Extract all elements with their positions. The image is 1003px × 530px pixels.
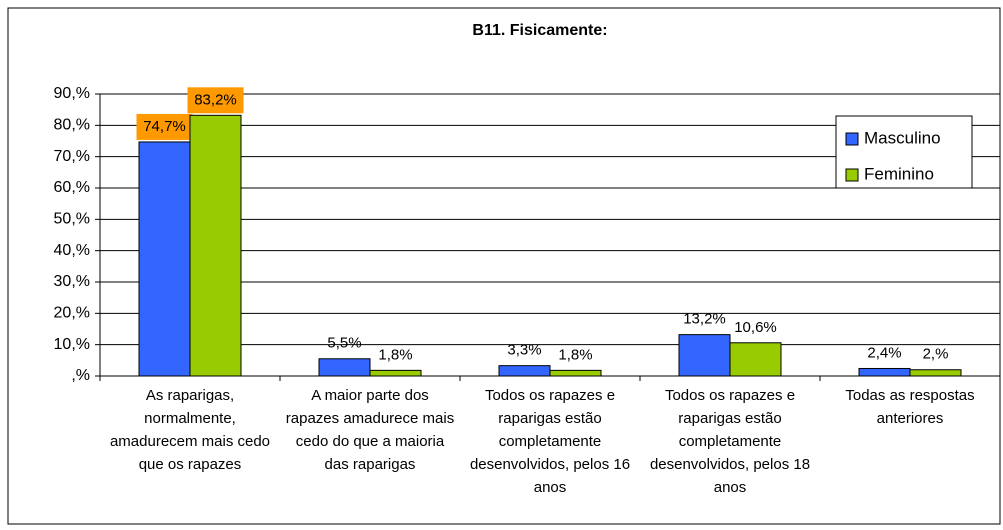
y-tick-label: 20,% — [54, 305, 90, 322]
x-tick-label: Todos os rapazes e raparigas estão compl… — [469, 387, 631, 496]
data-label: 74,7% — [143, 118, 186, 135]
x-tick-label: Todas as respostas anteriores — [845, 387, 975, 427]
y-tick-label: 50,% — [54, 211, 90, 228]
y-tick-label: 70,% — [54, 148, 90, 165]
y-tick-label: ,% — [71, 367, 90, 384]
legend: Masculino Feminino — [835, 115, 973, 189]
chart-title: B11. Fisicamente: — [472, 22, 607, 39]
y-tick-label: 60,% — [54, 179, 90, 196]
data-label: 5,5% — [327, 335, 361, 352]
legend-label: Feminino — [864, 164, 934, 183]
y-tick-label: 80,% — [54, 117, 90, 134]
data-label: 2,% — [923, 346, 949, 363]
bar — [498, 365, 551, 377]
legend-label: Masculino — [864, 128, 941, 147]
data-label: 13,2% — [683, 311, 726, 328]
bar — [729, 342, 782, 377]
data-label: 1,8% — [378, 346, 412, 363]
legend-box — [835, 115, 973, 189]
data-label: 1,8% — [558, 346, 592, 363]
data-label: 83,2% — [194, 91, 237, 108]
data-label: 3,3% — [507, 342, 541, 359]
y-tick-label: 40,% — [54, 242, 90, 259]
bar — [678, 334, 731, 377]
y-tick-label: 30,% — [54, 273, 90, 290]
bar — [858, 367, 911, 377]
bar — [549, 369, 602, 377]
y-tick-label: 10,% — [54, 336, 90, 353]
data-label: 2,4% — [867, 344, 901, 361]
x-tick-label: A maior parte dos rapazes amadurece mais… — [285, 387, 455, 473]
bar — [909, 369, 962, 377]
bar — [189, 114, 242, 377]
data-label: 10,6% — [734, 319, 777, 336]
bar — [138, 141, 191, 377]
x-tick-label: As raparigas, normalmente, amadurecem ma… — [109, 387, 271, 473]
y-tick-label: 90,% — [54, 85, 90, 102]
label-background — [187, 87, 244, 114]
legend-swatch — [845, 132, 859, 146]
bar — [318, 358, 371, 377]
legend-swatch — [845, 168, 859, 182]
bar — [369, 369, 422, 377]
x-tick-label: Todos os rapazes e raparigas estão compl… — [649, 387, 811, 496]
label-background — [136, 113, 193, 140]
